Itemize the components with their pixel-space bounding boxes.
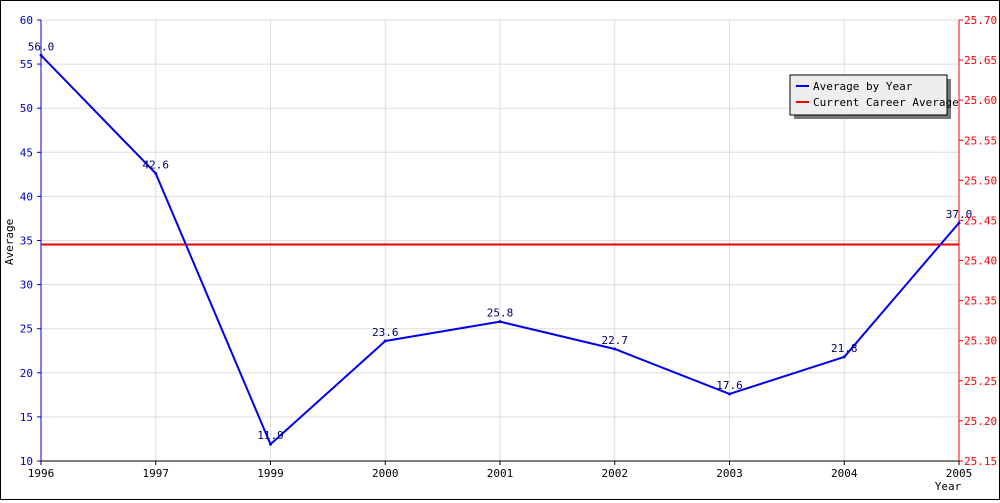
y-axis-right-ticks: 25.15 25.20 25.25 25.30 25.35 25.40 25.45 25.50… xyxy=(959,14,997,468)
grid-lines xyxy=(41,19,959,462)
data-point xyxy=(498,320,502,324)
data-point xyxy=(383,339,387,343)
y2-tick-label: 25.70 xyxy=(964,14,997,27)
y-tick-label: 20 xyxy=(20,367,33,380)
data-label: 21.8 xyxy=(831,342,858,355)
x-axis-ticks: 1996 1997 1999 2000 2001 2002 2003 2004 2005 xyxy=(28,461,973,480)
data-point xyxy=(842,355,846,359)
data-label: 56.0 xyxy=(28,40,55,53)
y2-tick-label: 25.15 xyxy=(964,455,997,468)
data-point xyxy=(39,53,43,57)
y2-tick-label: 25.30 xyxy=(964,335,997,348)
legend-label-career-average: Current Career Average xyxy=(813,96,959,109)
data-labels: 56.0 42.6 11.9 23.6 25.8 22.7 17.6 21.8 37.0 xyxy=(28,40,973,442)
legend-box xyxy=(789,74,948,116)
y-tick-label: 30 xyxy=(20,279,33,292)
data-point xyxy=(154,171,158,175)
y-tick-label: 15 xyxy=(20,411,33,424)
x-tick-label: 2004 xyxy=(831,467,858,480)
data-point xyxy=(957,221,961,225)
y-tick-label: 35 xyxy=(20,235,33,248)
x-tick-label: 2005 xyxy=(946,467,973,480)
x-tick-label: 1997 xyxy=(143,467,170,480)
y2-tick-label: 25.20 xyxy=(964,415,997,428)
y-tick-label: 60 xyxy=(20,14,33,27)
data-label: 23.6 xyxy=(372,326,399,339)
legend: Average by Year Current Career Average xyxy=(789,74,959,119)
x-axis-title: Year xyxy=(935,480,962,493)
y2-tick-label: 25.65 xyxy=(964,54,997,67)
data-label: 22.7 xyxy=(602,334,629,347)
x-tick-label: 1999 xyxy=(257,467,284,480)
x-tick-label: 1996 xyxy=(28,467,55,480)
y-tick-label: 50 xyxy=(20,102,33,115)
y2-tick-label: 25.45 xyxy=(964,214,997,227)
y-tick-label: 40 xyxy=(20,190,33,203)
y-axis-left-ticks: 10 15 20 25 30 35 40 45 50 55 60 xyxy=(20,14,41,468)
y2-tick-label: 25.25 xyxy=(964,375,997,388)
y-tick-label: 45 xyxy=(20,146,33,159)
x-tick-label: 2001 xyxy=(487,467,514,480)
data-label: 42.6 xyxy=(143,158,170,171)
x-tick-label: 2003 xyxy=(716,467,743,480)
y-tick-label: 10 xyxy=(20,455,33,468)
series-layer xyxy=(39,53,961,446)
data-label: 17.6 xyxy=(716,379,743,392)
data-label: 11.9 xyxy=(257,429,284,442)
y-tick-label: 25 xyxy=(20,323,33,336)
y2-tick-label: 25.35 xyxy=(964,295,997,308)
data-point xyxy=(269,442,272,446)
y2-tick-label: 25.60 xyxy=(964,94,997,107)
y-axis-title: Average xyxy=(3,219,16,265)
x-tick-label: 2000 xyxy=(372,467,399,480)
x-tick-label: 2002 xyxy=(602,467,629,480)
data-label: 25.8 xyxy=(487,307,514,320)
y2-tick-label: 25.55 xyxy=(964,134,997,147)
data-point xyxy=(728,392,731,396)
y2-tick-label: 25.50 xyxy=(964,174,997,187)
data-point xyxy=(613,347,617,351)
y-tick-label: 55 xyxy=(20,58,33,71)
y2-tick-label: 25.40 xyxy=(964,255,997,268)
legend-label-average-by-year: Average by Year xyxy=(813,80,913,93)
data-label: 37.0 xyxy=(946,208,973,221)
